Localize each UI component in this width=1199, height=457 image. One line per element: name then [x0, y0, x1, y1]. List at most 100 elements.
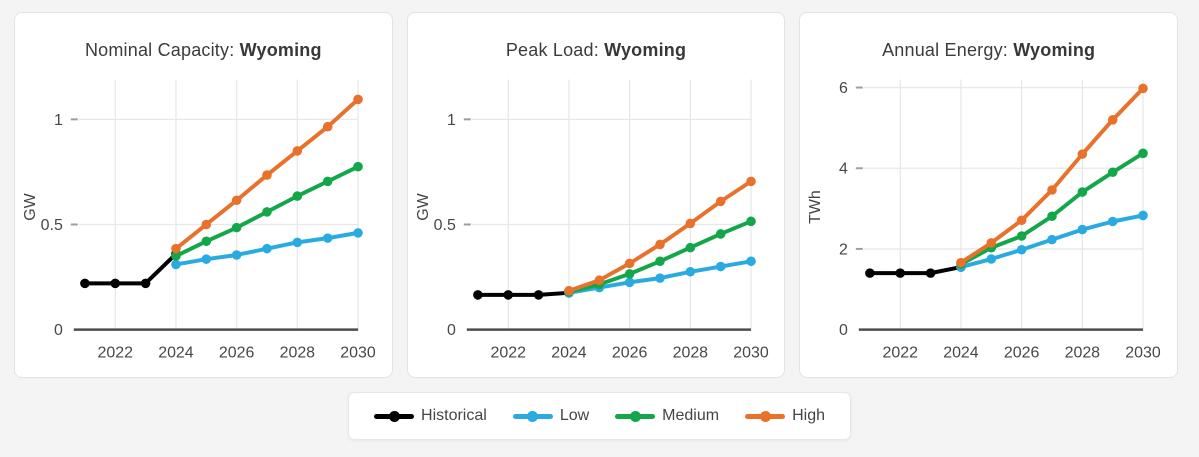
legend-swatch-dot [629, 410, 641, 422]
series-point-high [594, 275, 604, 285]
chart-card-annual-energy: Annual Energy: Wyoming 0 2 4 6 2022 2024 2026 2… [799, 12, 1179, 378]
y-tick-label: 0 [54, 322, 63, 339]
series-point-medium [654, 256, 665, 267]
legend-line-icon [512, 406, 553, 426]
x-tick-label: 2024 [551, 345, 587, 362]
series-point-low [1017, 244, 1027, 255]
chart-title-region: Wyoming [239, 40, 322, 60]
series-high [956, 83, 1149, 268]
legend-swatch-dot [759, 410, 771, 422]
series-point-medium [1077, 187, 1088, 197]
series-point-high [231, 195, 242, 206]
x-tick-label: 2030 [733, 345, 769, 362]
series-point-medium [745, 216, 756, 227]
legend-swatch-dot [388, 410, 400, 422]
series-point-high [1108, 115, 1118, 125]
legend-swatch-dot [527, 410, 539, 422]
series-point-low [624, 277, 635, 288]
series-point-high [322, 121, 333, 132]
series-high [563, 176, 756, 296]
series-point-low [654, 273, 665, 283]
series-point-low [231, 250, 242, 260]
series-point-high [1077, 149, 1088, 159]
chart-title-prefix: Peak Load: [505, 40, 605, 60]
series-medium [956, 148, 1149, 270]
legend-item-historical[interactable]: Historical [374, 406, 487, 426]
series-point-low [1047, 234, 1058, 245]
x-tick-label: 2022 [98, 345, 134, 362]
legend-line-icon [745, 406, 786, 426]
x-tick-label: 2024 [944, 345, 980, 362]
series-point-low [292, 237, 303, 248]
legend-item-high[interactable]: High [745, 406, 825, 426]
charts-row: Nominal Capacity: Wyoming 0 0.5 1 2022 2024 2… [14, 12, 1179, 378]
annual-energy-chart[interactable]: 0 2 4 6 2022 2024 2026 2028 2030 TWh [800, 69, 1177, 375]
y-tick-label: 0.5 [433, 217, 455, 234]
y-tick-label: 1 [447, 112, 456, 129]
legend-label: Low [559, 407, 590, 424]
series-historical [80, 249, 181, 289]
series-point-low [171, 259, 181, 270]
chart-title-region: Wyoming [604, 40, 687, 60]
series-point-historical [865, 268, 876, 278]
series-point-high [654, 239, 665, 250]
legend-item-medium[interactable]: Medium [615, 406, 719, 426]
x-tick-label: 2026 [1004, 345, 1040, 362]
series-point-low [745, 256, 756, 267]
series-point-low [986, 254, 997, 264]
legend-line-icon [615, 406, 656, 426]
series-point-historical [503, 290, 513, 300]
x-tick-label: 2022 [490, 345, 526, 362]
series-point-historical [533, 290, 544, 300]
y-tick-label: 0.5 [41, 217, 63, 234]
y-tick-label: 0 [447, 322, 456, 339]
series-line-historical [82, 251, 178, 286]
series-point-medium [292, 191, 303, 201]
series-point-low [262, 243, 272, 254]
chart-title-region: Wyoming [1013, 40, 1096, 60]
series-medium [171, 161, 363, 261]
series-point-medium [322, 176, 333, 187]
legend-item-low[interactable]: Low [512, 406, 590, 426]
x-tick-label: 2026 [612, 345, 648, 362]
series-point-medium [624, 269, 635, 279]
chart-title-prefix: Nominal Capacity: [84, 40, 240, 60]
legend-label: Historical [421, 407, 487, 424]
nominal-capacity-chart[interactable]: 0 0.5 1 2022 2024 2026 2028 2030 GW [15, 69, 392, 375]
series-point-high [1138, 83, 1149, 94]
peak-load-chart[interactable]: 0 0.5 1 2022 2024 2026 2028 2030 GW [408, 69, 785, 375]
series-point-medium [171, 251, 181, 261]
series-point-low [1108, 216, 1118, 227]
y-tick-label: 1 [54, 112, 63, 129]
series-point-high [745, 176, 756, 187]
x-tick-label: 2028 [280, 345, 316, 362]
series-point-medium [1108, 167, 1118, 178]
x-tick-label: 2026 [219, 345, 255, 362]
series-point-low [685, 267, 695, 277]
y-tick-label: 0 [839, 322, 848, 339]
x-tick-label: 2028 [1065, 345, 1101, 362]
legend-row: Historical Low Medium High [0, 392, 1199, 440]
series-medium [563, 216, 756, 297]
series-point-low [1077, 224, 1088, 235]
series-point-medium [353, 161, 363, 172]
series-low [171, 228, 363, 270]
legend-label: Medium [662, 407, 720, 424]
series-point-high [1047, 185, 1058, 195]
x-tick-label: 2022 [883, 345, 919, 362]
x-tick-label: 2024 [158, 345, 194, 362]
series-point-historical [140, 278, 151, 289]
chart-title: Peak Load: Wyoming [408, 39, 785, 61]
series-point-medium [231, 222, 242, 233]
series-point-medium [1047, 211, 1058, 222]
y-tick-label: 6 [839, 80, 848, 97]
series-historical [865, 262, 967, 278]
series-point-low [1138, 210, 1149, 221]
series-point-high [292, 146, 303, 156]
series-point-high [1017, 215, 1027, 226]
series-point-historical [926, 268, 936, 278]
chart-card-nominal-capacity: Nominal Capacity: Wyoming 0 0.5 1 2022 2024 2… [14, 12, 393, 378]
series-line-historical [868, 265, 964, 276]
series-point-medium [715, 229, 726, 239]
y-axis-label: GW [22, 193, 39, 220]
